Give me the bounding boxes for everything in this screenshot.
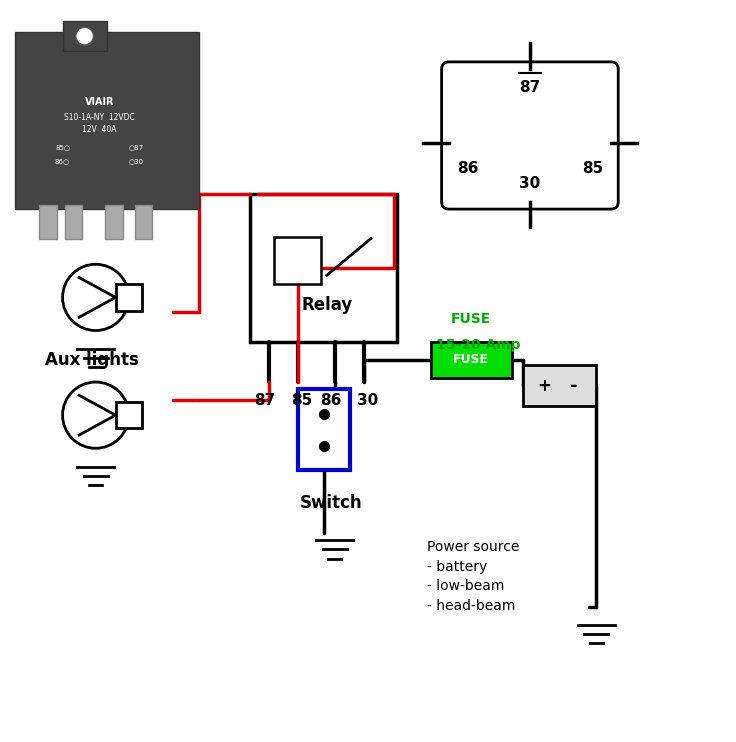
Text: 30: 30 — [520, 176, 540, 191]
Text: 87: 87 — [520, 80, 540, 95]
Text: 85○: 85○ — [55, 143, 70, 150]
Text: 86: 86 — [456, 161, 478, 177]
Text: FUSE: FUSE — [451, 312, 491, 326]
FancyBboxPatch shape — [442, 62, 618, 209]
Text: S10-1A-NY  12VDC: S10-1A-NY 12VDC — [64, 113, 135, 122]
Text: FUSE: FUSE — [453, 353, 489, 367]
FancyBboxPatch shape — [431, 341, 512, 378]
FancyBboxPatch shape — [298, 390, 350, 470]
Text: 86○: 86○ — [55, 158, 70, 164]
Text: +: + — [538, 377, 551, 395]
Text: -: - — [570, 377, 578, 395]
Text: 86: 86 — [320, 393, 342, 408]
Text: ○30: ○30 — [129, 158, 144, 164]
Text: 87: 87 — [255, 393, 275, 408]
Text: Aux lights: Aux lights — [45, 351, 139, 369]
Text: 15-20 Amp: 15-20 Amp — [436, 338, 520, 352]
Bar — [39, 206, 57, 238]
FancyBboxPatch shape — [250, 194, 397, 341]
Circle shape — [76, 27, 93, 45]
Text: 85: 85 — [291, 393, 312, 408]
Bar — [274, 237, 321, 284]
Text: 85: 85 — [582, 161, 603, 177]
Bar — [135, 206, 152, 238]
Bar — [116, 284, 142, 311]
Bar — [116, 402, 142, 428]
Bar — [105, 206, 123, 238]
Bar — [65, 206, 82, 238]
Text: Relay: Relay — [302, 296, 353, 314]
Text: Switch: Switch — [300, 494, 363, 513]
Text: 12V  40A: 12V 40A — [82, 125, 116, 134]
FancyBboxPatch shape — [15, 33, 199, 209]
Text: Power source
- battery
- low-beam
- head-beam: Power source - battery - low-beam - head… — [427, 540, 520, 613]
Text: VIAIR: VIAIR — [85, 97, 114, 108]
Text: 30: 30 — [358, 393, 378, 408]
Text: ○87: ○87 — [129, 143, 144, 150]
FancyBboxPatch shape — [63, 22, 107, 51]
Bar — [523, 366, 596, 406]
